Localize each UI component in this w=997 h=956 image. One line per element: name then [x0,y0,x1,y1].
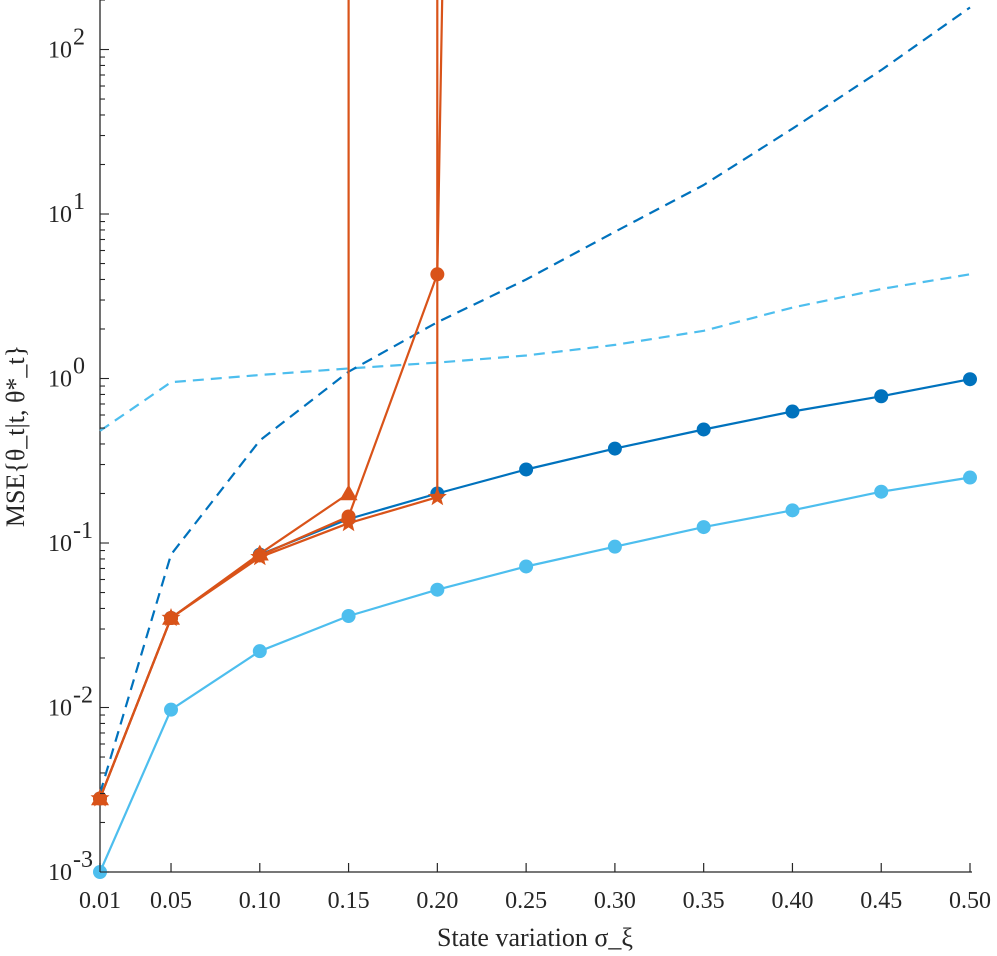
series-3-point [785,404,800,419]
tick-layer: 0.01 0.05 0.10 0.15 0.20 0.25 0.30 0.35 0.40 0.45… [48,0,991,914]
y-tick-exponent: 1 [73,189,85,215]
series-2-point [519,559,534,574]
x-tick-label: 0.45 [860,888,902,914]
series-line-0 [99,273,971,432]
axes-layer [99,0,972,873]
x-tick-label: 0.35 [683,888,725,914]
series-3-point [874,389,889,404]
series-2-point [252,644,267,659]
y-tick-label: 10 [48,860,72,886]
series-2-point [341,608,356,623]
series-2-point [164,702,179,717]
series-2-point [963,470,977,485]
x-tick-label: 0.40 [771,888,813,914]
series-2-point [785,503,800,518]
series-6-point [339,513,359,532]
y-tick-exponent: -3 [73,847,93,873]
series-2-point [696,520,711,535]
x-tick-label: 0.50 [949,888,991,914]
y-tick-label: 10 [48,38,72,64]
x-tick-label: 0.01 [79,888,121,914]
series-line-5 [98,0,444,799]
x-tick-label: 0.30 [594,888,636,914]
series-2-point [607,539,622,554]
series-3-point [963,372,977,387]
y-tick-exponent: -2 [73,683,93,709]
series-layer [90,0,977,879]
series-4-point [339,484,358,501]
series-2-point [874,484,889,499]
series-6-point [161,608,181,627]
series-3-point [696,422,711,437]
y-tick-label: 10 [48,367,72,393]
series-3-point [607,441,622,456]
series-3-point [519,462,534,477]
series-6-point [90,788,110,807]
series-line-6 [98,0,439,799]
y-tick-exponent: 0 [73,354,85,380]
x-tick-label: 0.10 [239,888,281,914]
series-line-2 [98,476,971,873]
x-tick-label: 0.20 [416,888,458,914]
series-6-point [427,487,447,506]
x-tick-label: 0.15 [328,888,370,914]
y-tick-exponent: 2 [73,25,85,51]
y-tick-label: 10 [48,531,72,557]
x-tick-label: 0.25 [505,888,547,914]
y-tick-exponent: -1 [73,518,93,544]
series-2-point [430,582,445,597]
x-tick-label: 0.05 [150,888,192,914]
series-line-1 [98,6,971,794]
y-tick-label: 10 [48,696,72,722]
x-axis-title: State variation σ_ξ [437,923,633,952]
series-6-point [250,547,270,566]
series-line-3 [98,378,971,799]
y-tick-label: 10 [48,202,72,228]
y-axis-title: MSE{θ_t|t, θ*_t} [1,345,30,527]
